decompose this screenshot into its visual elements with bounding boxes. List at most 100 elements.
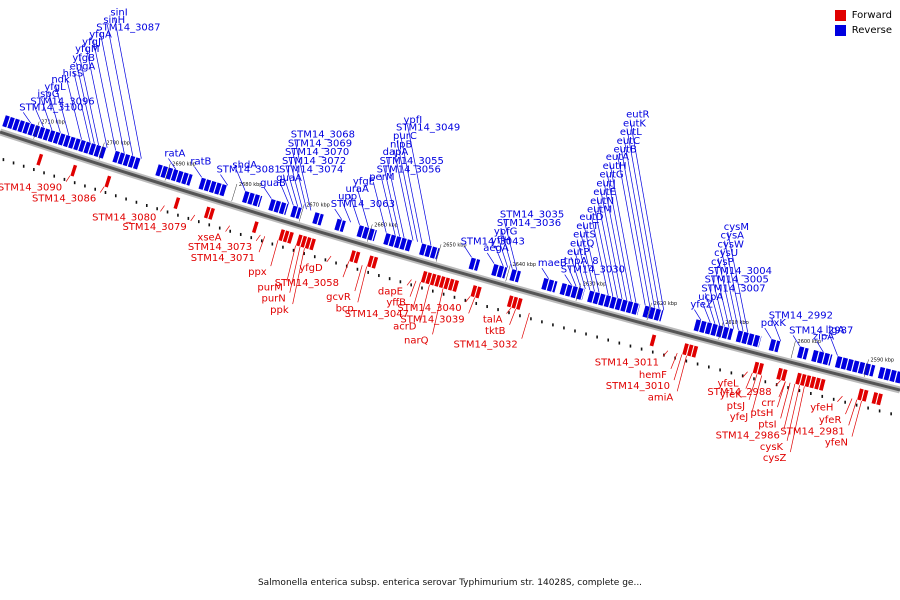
tick-line xyxy=(298,204,305,222)
forward-gene-label: STM14_2988 xyxy=(707,387,771,398)
forward-leader-line xyxy=(409,280,417,297)
reverse-gene-label: STM14_3036 xyxy=(497,218,561,229)
reverse-gene-label: sinH xyxy=(103,15,125,26)
reverse-gene-label: nlpB xyxy=(390,140,412,151)
minor-tick xyxy=(651,350,654,354)
reverse-gene-block xyxy=(757,335,763,349)
forward-leader-line xyxy=(745,372,753,389)
reverse-gene-block xyxy=(613,297,623,312)
reverse-leader-line xyxy=(356,186,369,228)
forward-gene-block xyxy=(690,344,699,359)
reverse-gene-block xyxy=(371,229,378,242)
reverse-gene-block xyxy=(495,264,505,279)
forward-leader-line xyxy=(432,288,444,335)
reverse-gene-block xyxy=(575,286,585,301)
forward-gene-label: STM14_3090 xyxy=(0,183,62,194)
tick-label: 2700 kbp xyxy=(106,141,130,147)
reverse-gene-block xyxy=(67,135,77,150)
reverse-gene-block xyxy=(746,332,756,347)
reverse-leader-line xyxy=(694,309,702,321)
legend-forward-label: Forward xyxy=(851,10,892,21)
forward-gene-label: STM14_3058 xyxy=(275,278,339,289)
minor-tick xyxy=(890,412,892,416)
forward-gene-block xyxy=(474,285,483,300)
reverse-leader-line xyxy=(22,112,32,124)
forward-gene-block xyxy=(35,152,44,167)
reverse-leader-line xyxy=(407,124,432,246)
reverse-gene-label: uraA xyxy=(345,184,369,195)
reverse-leader-line xyxy=(66,78,82,140)
reverse-gene-label: STM14_3056 xyxy=(377,165,441,176)
reverse-leader-line xyxy=(829,334,838,356)
minor-tick xyxy=(497,308,499,312)
reverse-gene-label: ypfI xyxy=(404,115,423,126)
reverse-leader-line xyxy=(606,170,632,302)
reverse-gene-block xyxy=(338,219,347,233)
reverse-gene-label: cysA xyxy=(721,231,745,242)
minor-tick xyxy=(486,305,488,309)
minor-tick xyxy=(63,177,66,181)
reverse-leader-line xyxy=(341,201,352,223)
minor-tick xyxy=(43,171,45,175)
tick-line xyxy=(505,263,511,282)
reverse-leader-line xyxy=(711,275,725,327)
forward-gene-label: yfeL xyxy=(717,378,739,389)
reverse-leader-line xyxy=(570,256,582,288)
forward-leader-line xyxy=(662,350,669,357)
minor-tick xyxy=(125,197,127,201)
minor-tick xyxy=(431,289,434,293)
minor-tick xyxy=(508,311,510,315)
reverse-gene-block xyxy=(333,217,343,232)
minor-tick xyxy=(696,362,699,366)
reverse-leader-line xyxy=(76,62,95,144)
minor-tick xyxy=(607,338,610,342)
reverse-gene-label: dapA xyxy=(383,147,409,158)
reverse-gene-block xyxy=(52,130,62,145)
gene-labels: STM14_3100STM14_3096ispGyfgLndkhisSengAy… xyxy=(0,8,862,464)
reverse-gene-block xyxy=(257,195,263,208)
reverse-gene-block xyxy=(751,334,761,348)
minor-tick xyxy=(878,409,881,413)
forward-leader-line xyxy=(786,385,800,441)
reverse-gene-label: yffH xyxy=(491,235,511,246)
reverse-gene-label: eutC xyxy=(617,136,640,147)
reverse-gene-block xyxy=(289,204,299,219)
reverse-leader-line xyxy=(620,145,651,307)
forward-gene-block xyxy=(451,279,460,293)
forward-gene-label: purM xyxy=(257,282,282,293)
reverse-gene-label: purC xyxy=(393,131,417,142)
minor-tick xyxy=(166,210,169,214)
reverse-leader-line xyxy=(54,84,70,136)
reverse-leader-line xyxy=(720,249,739,331)
reverse-gene-block xyxy=(111,150,121,164)
forward-leader-line xyxy=(255,234,261,242)
forward-gene-block xyxy=(370,255,379,270)
forward-gene-block xyxy=(506,294,515,309)
tick-label: 2710 kbp xyxy=(41,120,65,126)
reverse-gene-label: maeB xyxy=(538,258,567,269)
reverse-gene-label: STM14_2987 xyxy=(789,325,853,336)
reverse-leader-line xyxy=(590,214,609,296)
forward-gene-block xyxy=(447,277,456,292)
forward-leader-line xyxy=(748,374,758,400)
reverse-gene-block xyxy=(868,364,877,378)
minor-tick xyxy=(798,389,801,393)
forward-gene-label: ptsI xyxy=(758,419,776,430)
reverse-gene-block xyxy=(652,307,662,322)
minor-tick xyxy=(177,213,179,217)
reverse-gene-block xyxy=(501,266,509,280)
tick-label: 2690 kbp xyxy=(172,161,196,167)
reverse-gene-label: yfgJ xyxy=(82,37,101,48)
reverse-gene-block xyxy=(591,291,601,306)
forward-gene-block xyxy=(681,342,690,356)
reverse-gene-block xyxy=(569,285,579,299)
minor-tick xyxy=(574,329,576,333)
minor-tick xyxy=(753,377,755,381)
reverse-leader-line xyxy=(593,205,614,297)
reverse-gene-block xyxy=(267,198,277,212)
reverse-gene-block xyxy=(185,173,194,187)
reverse-gene-label: ndk xyxy=(51,75,70,86)
reverse-gene-block xyxy=(87,142,97,157)
forward-leader-line xyxy=(99,186,105,193)
reverse-gene-block xyxy=(47,129,57,143)
